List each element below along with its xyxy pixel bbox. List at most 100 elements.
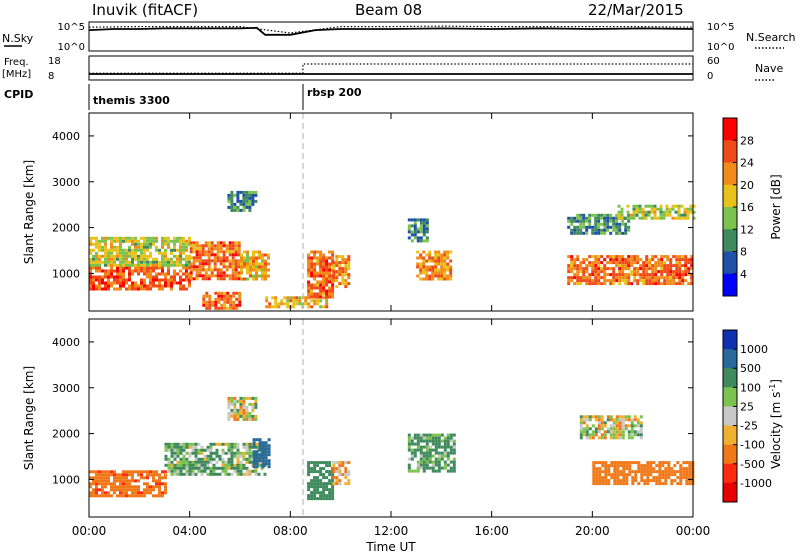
velocity-cell (679, 476, 683, 480)
power-cell (223, 303, 227, 307)
power-cell (657, 270, 661, 274)
power-cell (618, 231, 622, 235)
power-cell (140, 260, 143, 264)
velocity-cell (407, 442, 411, 446)
velocity-cell (636, 430, 640, 434)
velocity-cell (331, 491, 335, 495)
power-cell (204, 274, 208, 278)
velocity-cell (98, 476, 101, 480)
power-cell (146, 269, 149, 273)
velocity-cell (224, 466, 228, 470)
power-cell (110, 260, 113, 264)
power-cell (131, 251, 134, 255)
velocity-cell (622, 476, 626, 480)
power-cell (440, 256, 444, 260)
power-cell (237, 241, 241, 245)
power-cell (344, 261, 348, 265)
velocity-cell (176, 445, 180, 449)
velocity-cell (233, 442, 237, 446)
power-cell (234, 268, 238, 272)
cpid-label: CPID (4, 88, 33, 101)
velocity-cell (261, 447, 265, 451)
power-cell (134, 266, 137, 270)
velocity-cell (616, 464, 620, 468)
power-cell (234, 259, 238, 263)
velocity-cell (158, 485, 161, 489)
velocity-cell (428, 433, 432, 437)
velocity-cell (604, 470, 608, 474)
velocity-cell (652, 461, 656, 465)
power-cell (240, 268, 243, 272)
velocity-cell (613, 461, 617, 465)
power-cell (238, 294, 242, 298)
power-cell (128, 263, 131, 267)
power-cell (140, 254, 143, 258)
velocity-cell (597, 430, 601, 434)
velocity-cell (170, 469, 174, 473)
power-cell (425, 259, 429, 263)
velocity-cell (612, 427, 616, 431)
velocity-cell (437, 442, 441, 446)
power-cell (283, 302, 287, 306)
power-cell (267, 274, 270, 278)
power-cell (627, 228, 631, 232)
velocity-cell (255, 462, 259, 466)
power-cell (189, 265, 193, 269)
velocity-cell (137, 485, 140, 489)
power-cell (319, 286, 323, 290)
velocity-cell (316, 464, 320, 468)
power-cell (615, 279, 619, 283)
velocity-cell (307, 470, 311, 474)
power-cell (143, 272, 146, 276)
power-cell (642, 279, 646, 283)
power-cell (684, 258, 688, 262)
power-cell (116, 266, 119, 270)
power-cell (246, 277, 249, 281)
power-cell (122, 248, 125, 252)
velocity-cell (212, 457, 216, 461)
power-cell (237, 265, 241, 269)
power-cell (681, 270, 685, 274)
velocity-cell (191, 442, 195, 446)
power-cell (220, 294, 224, 298)
power-cell (143, 251, 146, 255)
velocity-cell (328, 479, 332, 483)
power-cell (170, 287, 173, 291)
power-cell (152, 260, 155, 264)
velocity-cell (322, 497, 326, 501)
power-cell (668, 210, 672, 214)
power-cell (110, 263, 113, 267)
power-cell (92, 287, 95, 291)
power-region-0 (89, 266, 191, 291)
velocity-cell (310, 467, 314, 471)
velocity-cell (625, 461, 629, 465)
power-cell (204, 253, 208, 257)
power-cell (205, 294, 209, 298)
power-cell (261, 271, 264, 275)
power-cell (437, 256, 441, 260)
power-cell (179, 242, 182, 246)
velocity-cell (146, 491, 149, 495)
velocity-cell (661, 470, 665, 474)
velocity-cell (319, 485, 323, 489)
power-cell (443, 250, 447, 254)
power-cell (338, 255, 342, 259)
power-cell (261, 265, 264, 269)
power-cell (173, 245, 176, 249)
power-cell (92, 278, 95, 282)
velocity-cell (607, 473, 611, 477)
velocity-cell (434, 433, 438, 437)
power-colorbar-swatch (723, 184, 737, 208)
power-cell (422, 221, 426, 225)
power-cell (437, 262, 441, 266)
velocity-cell (101, 494, 104, 498)
velocity-cell (155, 482, 158, 486)
velocity-cell (188, 454, 192, 458)
power-cell (347, 258, 351, 262)
velocity-cell (164, 470, 167, 474)
velocity-region-0 (89, 470, 167, 498)
power-cell (692, 216, 696, 220)
power-cell (341, 258, 345, 262)
power-cell (591, 282, 595, 286)
power-cell (228, 250, 232, 254)
